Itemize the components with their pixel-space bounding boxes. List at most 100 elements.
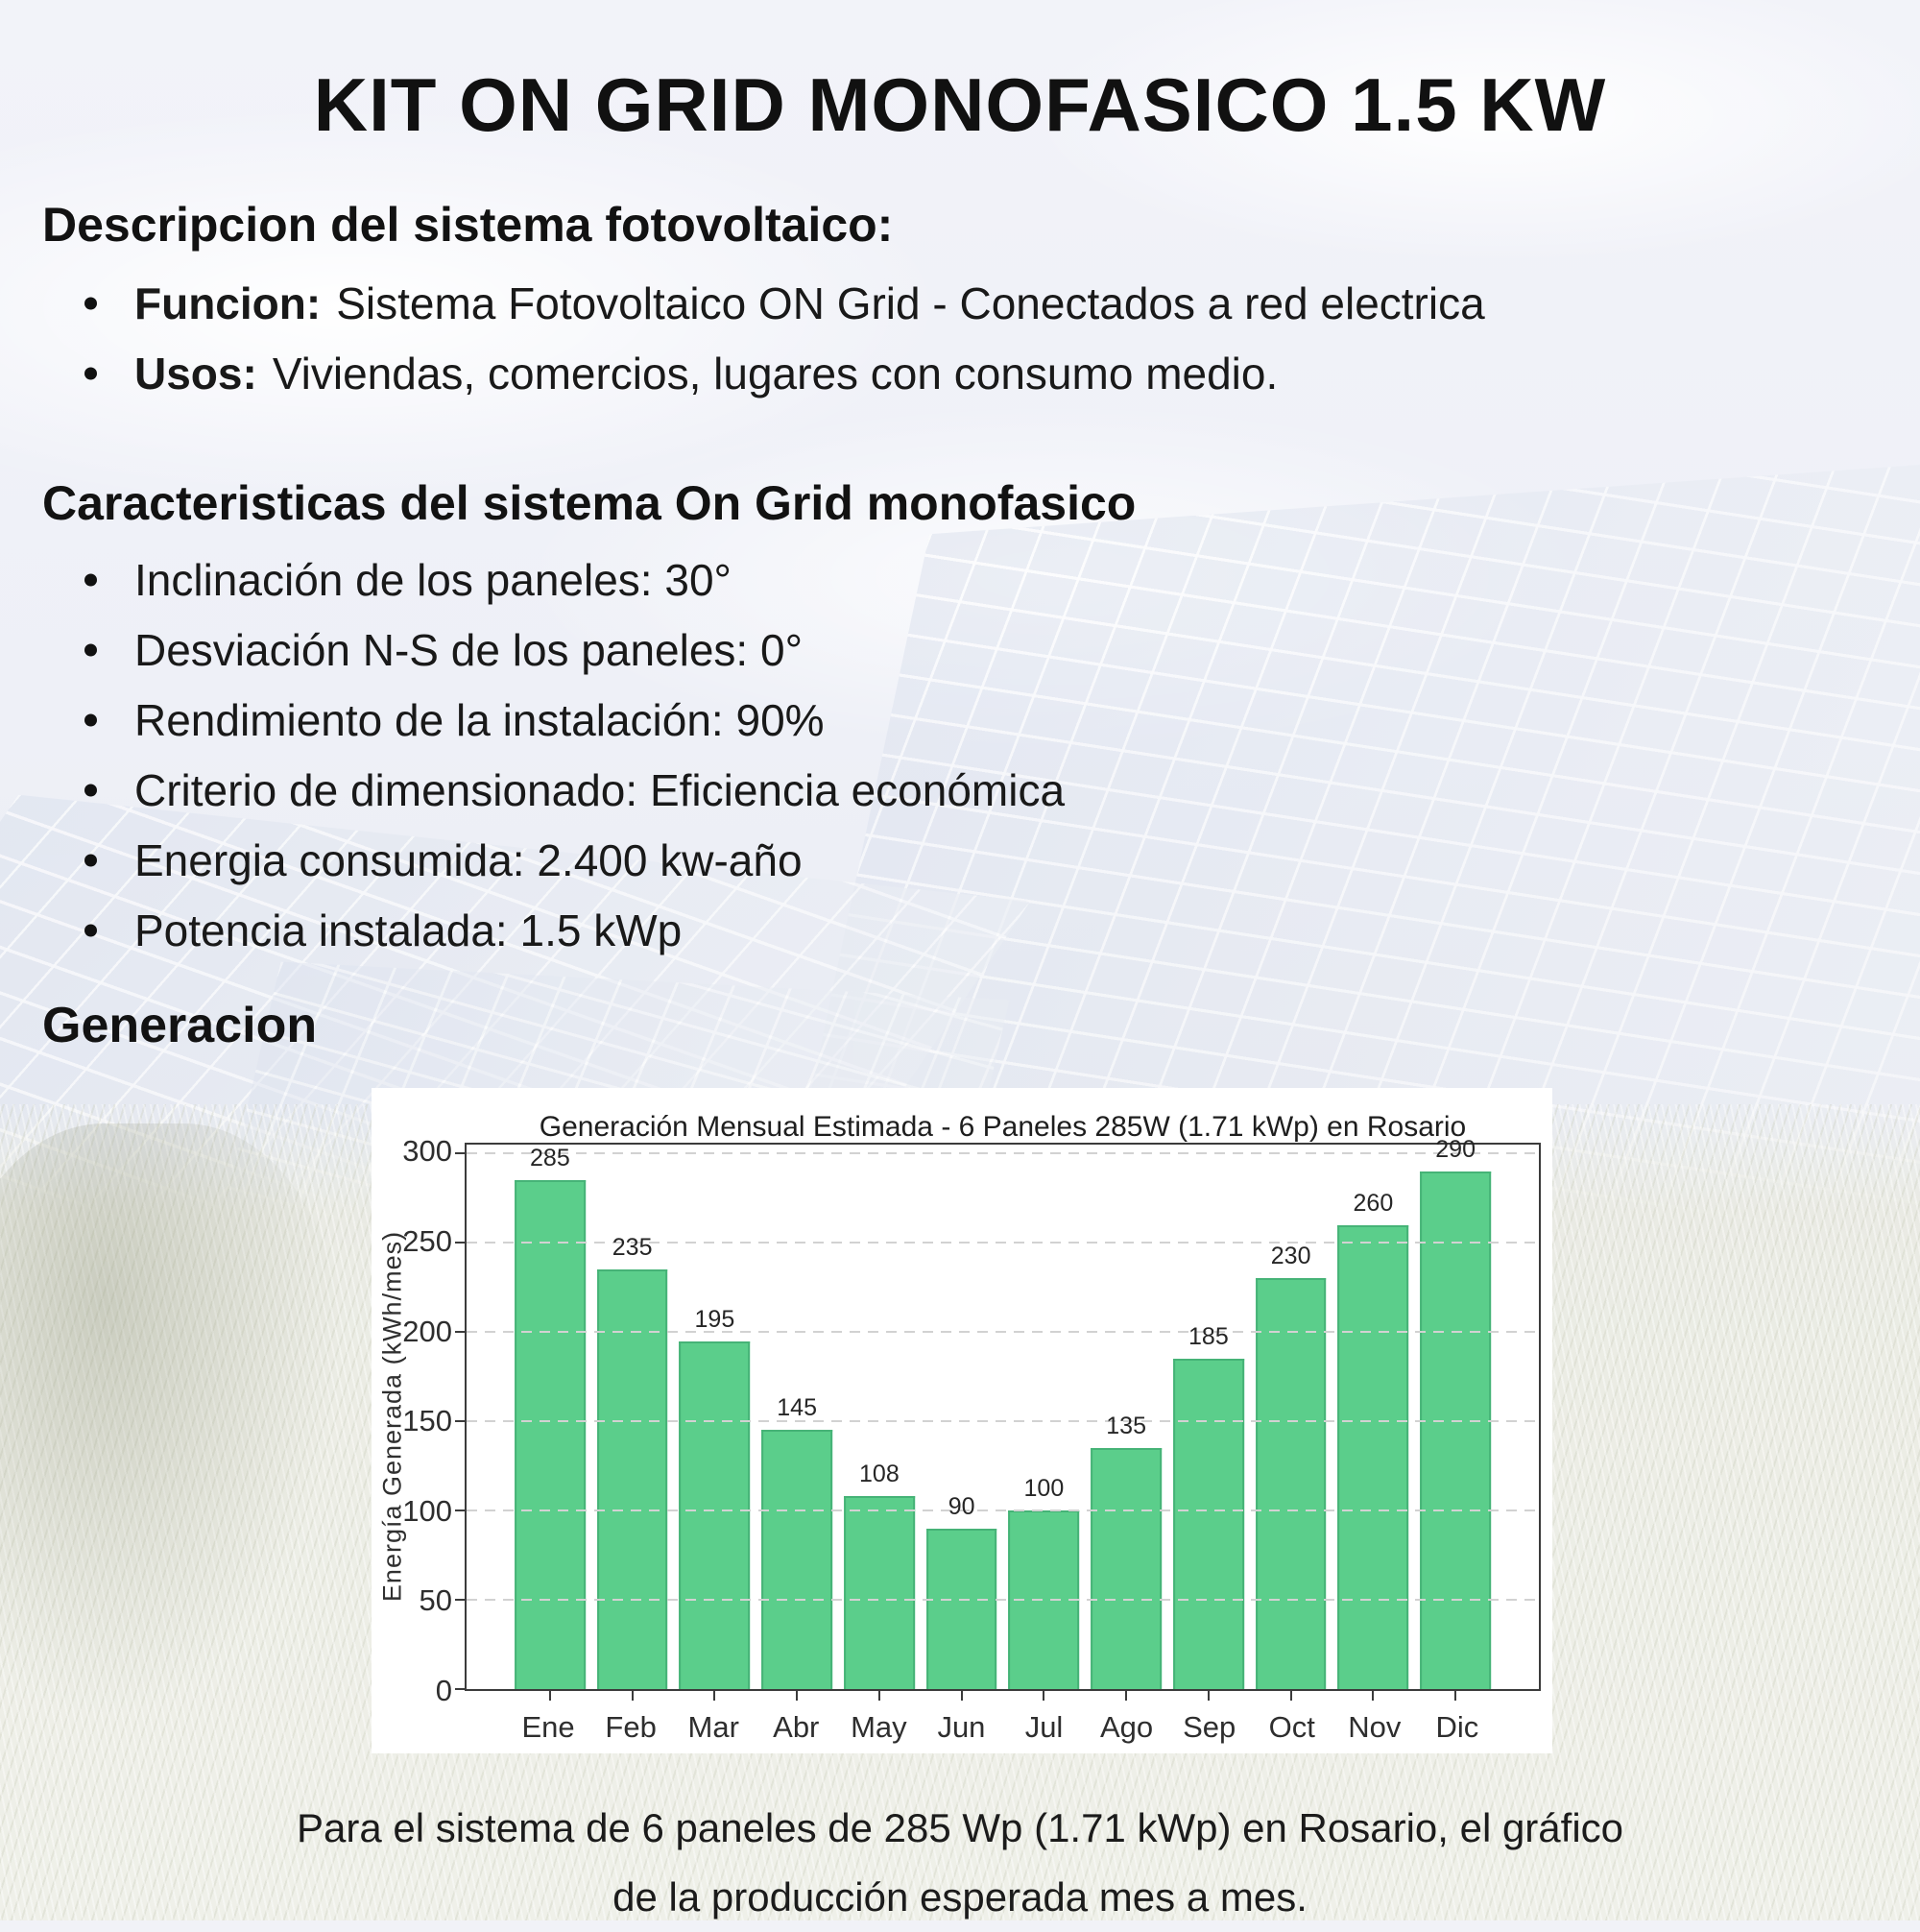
bullet-dot: [84, 784, 97, 796]
y-tick-mark: [455, 1599, 465, 1602]
bar-value-label: 285: [530, 1145, 570, 1172]
generation-heading: Generacion: [42, 998, 318, 1053]
page-title: KIT ON GRID MONOFASICO 1.5 KW: [313, 62, 1607, 147]
bar-abr: [761, 1430, 832, 1689]
list-item-rendimiento: Rendimiento de la instalación: 90%: [0, 685, 1882, 755]
x-tick-mark: [877, 1691, 880, 1701]
chart-y-ticks: 0 50 100 150 200 250 300: [402, 1134, 452, 1707]
gridline: [467, 1509, 1539, 1512]
x-tick-label: Feb: [605, 1710, 657, 1744]
chart-slot-sep: 185: [1167, 1145, 1250, 1701]
bar-mar: [679, 1340, 751, 1689]
bar-value-label: 185: [1188, 1323, 1229, 1351]
x-tick-label: Abr: [773, 1710, 820, 1744]
bar-may: [844, 1496, 915, 1689]
item-label: Usos:: [134, 348, 257, 398]
chart-slot-mar: 195: [674, 1145, 756, 1701]
description-list: Funcion: Sistema Fotovoltaico ON Grid - …: [0, 268, 1882, 408]
list-item-desviacion: Desviación N-S de los paneles: 0°: [0, 615, 1882, 685]
x-tick-label: Jun: [937, 1710, 986, 1744]
x-tick-mark: [1289, 1691, 1292, 1701]
bullet-dot: [84, 297, 97, 309]
chart-slot-feb: 235: [591, 1145, 674, 1701]
bar-value-label: 135: [1106, 1413, 1146, 1440]
x-tick-mark: [1207, 1691, 1210, 1701]
gridline: [467, 1420, 1539, 1423]
bar-sep: [1173, 1359, 1244, 1689]
bullet-dot: [84, 924, 97, 936]
x-tick-label: Nov: [1348, 1710, 1402, 1744]
caption-line: de la producción esperada mes a mes.: [612, 1874, 1308, 1920]
chart-title: Generación Mensual Estimada - 6 Paneles …: [539, 1111, 1467, 1143]
gridline: [467, 1599, 1539, 1602]
bar-value-label: 145: [777, 1394, 817, 1422]
y-tick-mark: [455, 1688, 465, 1690]
item-text: Criterio de dimensionado: Eficiencia eco…: [134, 764, 1066, 815]
list-item-energia: Energia consumida: 2.400 kw-año: [0, 825, 1882, 895]
chart-slot-abr: 145: [756, 1145, 838, 1701]
x-tick-label: Mar: [687, 1710, 739, 1744]
list-item-usos: Usos: Viviendas, comercios, lugares con …: [0, 338, 1882, 408]
x-tick-label: Dic: [1435, 1710, 1479, 1744]
item-text: Rendimiento de la instalación: 90%: [134, 694, 825, 745]
characteristics-heading: Caracteristicas del sistema On Grid mono…: [42, 476, 1137, 530]
item-text: Viviendas, comercios, lugares con consum…: [272, 348, 1279, 398]
bar-ago: [1091, 1448, 1162, 1689]
chart-slot-may: 108: [838, 1145, 921, 1701]
x-tick-mark: [713, 1691, 716, 1701]
x-tick-mark: [631, 1691, 634, 1701]
x-tick-mark: [960, 1691, 963, 1701]
gridline: [467, 1331, 1539, 1334]
item-text: Potencia instalada: 1.5 kWp: [134, 905, 683, 955]
chart-plot-area: 285 235 195 145 108 90 100 135 185 230 260 290: [455, 1136, 1541, 1701]
list-item-criterio: Criterio de dimensionado: Eficiencia eco…: [0, 755, 1882, 825]
characteristics-list: Inclinación de los paneles: 30° Desviaci…: [0, 544, 1882, 965]
gridline: [467, 1152, 1539, 1155]
bullet-dot: [84, 854, 97, 866]
caption-line: Para el sistema de 6 paneles de 285 Wp (…: [296, 1805, 1624, 1850]
chart-bars: 285 235 195 145 108 90 100 135 185 230 260 290: [467, 1136, 1539, 1701]
list-item-potencia: Potencia instalada: 1.5 kWp: [0, 895, 1882, 965]
y-tick-mark: [455, 1331, 465, 1334]
generation-bar-chart: Generación Mensual Estimada - 6 Paneles …: [372, 1088, 1552, 1753]
chart-slot-dic: 290: [1414, 1136, 1497, 1701]
chart-slot-jun: 90: [921, 1145, 1003, 1701]
list-item-funcion: Funcion: Sistema Fotovoltaico ON Grid - …: [0, 268, 1882, 338]
bar-value-label: 90: [948, 1492, 975, 1520]
bar-jun: [925, 1528, 997, 1689]
y-tick-mark: [455, 1242, 465, 1244]
item-text: Energia consumida: 2.400 kw-año: [134, 834, 803, 885]
gridline: [467, 1242, 1539, 1244]
y-tick-mark: [455, 1509, 465, 1512]
item-text: Desviación N-S de los paneles: 0°: [134, 624, 803, 675]
bar-value-label: 260: [1353, 1189, 1394, 1217]
x-tick-label: Sep: [1183, 1710, 1236, 1744]
x-tick-label: May: [851, 1710, 907, 1744]
bar-value-label: 108: [859, 1461, 900, 1488]
y-tick-mark: [455, 1152, 465, 1155]
bullet-dot: [84, 367, 97, 379]
bar-value-label: 230: [1270, 1243, 1311, 1270]
item-text: Sistema Fotovoltaico ON Grid - Conectado…: [336, 278, 1485, 328]
x-tick-mark: [1372, 1691, 1375, 1701]
chart-slot-ene: 285: [509, 1145, 591, 1701]
y-tick-mark: [455, 1420, 465, 1423]
chart-slot-ago: 135: [1085, 1145, 1167, 1701]
bar-value-label: 100: [1023, 1475, 1065, 1503]
bar-nov: [1337, 1224, 1409, 1689]
chart-slot-nov: 260: [1332, 1145, 1415, 1701]
bullet-dot: [84, 713, 97, 726]
chart-slot-jul: 100: [1003, 1145, 1086, 1701]
chart-x-ticks: Ene Feb Mar Abr May Jun Jul Ago Sep Oct Nov Dic: [465, 1710, 1541, 1745]
bar-value-label: 235: [612, 1234, 653, 1262]
bar-ene: [515, 1180, 586, 1689]
x-tick-label: Jul: [1024, 1710, 1064, 1744]
grass-foreground-shadow: [0, 1123, 346, 1719]
bullet-dot: [84, 643, 97, 656]
x-tick-label: Oct: [1268, 1710, 1315, 1744]
bar-feb: [596, 1269, 668, 1689]
bar-value-label: 195: [694, 1305, 735, 1333]
x-tick-mark: [796, 1691, 799, 1701]
bar-oct: [1255, 1278, 1327, 1689]
x-tick-mark: [1454, 1691, 1457, 1701]
